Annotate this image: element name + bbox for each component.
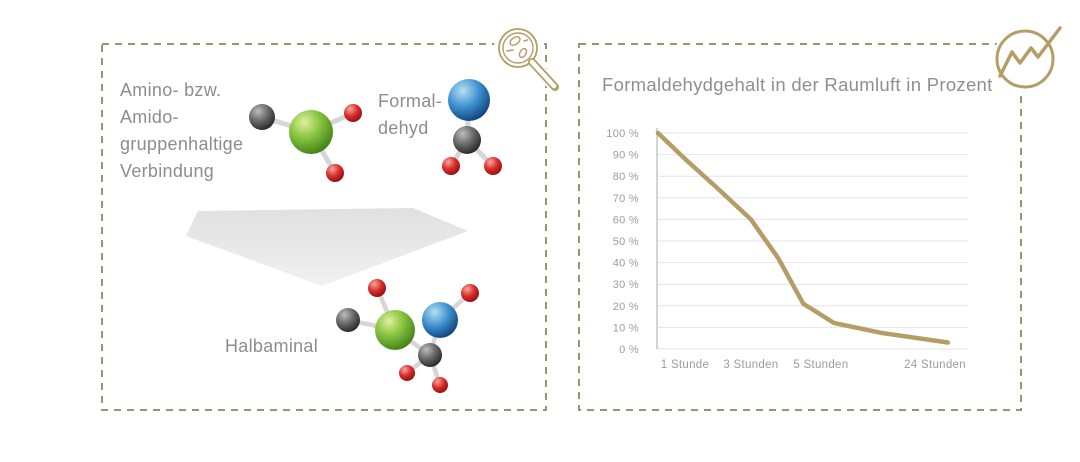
formaldehyde-decay-line <box>655 130 951 345</box>
reactant-label-line: Amido- <box>120 107 179 127</box>
product-label: Halbaminal <box>225 336 319 356</box>
y-tick-label: 30 % <box>613 279 639 291</box>
y-tick-label: 100 % <box>606 128 639 140</box>
reactant-label-line: Verbindung <box>120 161 215 181</box>
y-tick-label: 90 % <box>613 150 639 162</box>
y-tick-label: 80 % <box>613 171 639 183</box>
x-tick-label: 1 Stunde <box>661 359 709 371</box>
chart-panel: Formaldehydgehalt in der Raumluft in Pro… <box>578 26 1062 411</box>
x-tick-label: 24 Stunden <box>904 359 966 371</box>
chart-panel-dashed-border <box>578 43 1022 411</box>
x-tick-label: 3 Stunden <box>723 359 778 371</box>
formaldehyde-label-line: Formal- <box>378 91 443 111</box>
y-tick-label: 70 % <box>613 193 639 205</box>
x-tick-label: 5 Stunden <box>793 359 848 371</box>
magnifier-molecules-icon <box>494 24 562 94</box>
y-tick-label: 20 % <box>613 301 639 313</box>
reactant-label: Amino- bzw. Amido- gruppenhaltige Verbin… <box>120 77 243 185</box>
y-tick-label: 10 % <box>613 322 639 334</box>
chart-title: Formaldehydgehalt in der Raumluft in Pro… <box>602 74 993 95</box>
reactant-label-line: Amino- bzw. <box>120 80 222 100</box>
y-tick-label: 50 % <box>613 236 639 248</box>
line-chart-icon <box>993 26 1062 91</box>
y-tick-label: 60 % <box>613 214 639 226</box>
reaction-panel-dashed-border <box>101 43 547 411</box>
reactant-label-line: gruppenhaltige <box>120 134 244 154</box>
chart-svg: 100 % 90 % 80 % 70 % 60 % 50 % 40 % 30 % 20 % 10 … <box>606 128 968 371</box>
y-tick-label: 0 % <box>619 344 639 356</box>
y-tick-label: 40 % <box>613 258 639 270</box>
formaldehyde-label-line: dehyd <box>378 118 429 138</box>
reaction-panel: Amino- bzw. Amido- gruppenhaltige Verbin… <box>101 24 562 411</box>
formaldehyde-label: Formal- dehyd <box>378 88 442 142</box>
